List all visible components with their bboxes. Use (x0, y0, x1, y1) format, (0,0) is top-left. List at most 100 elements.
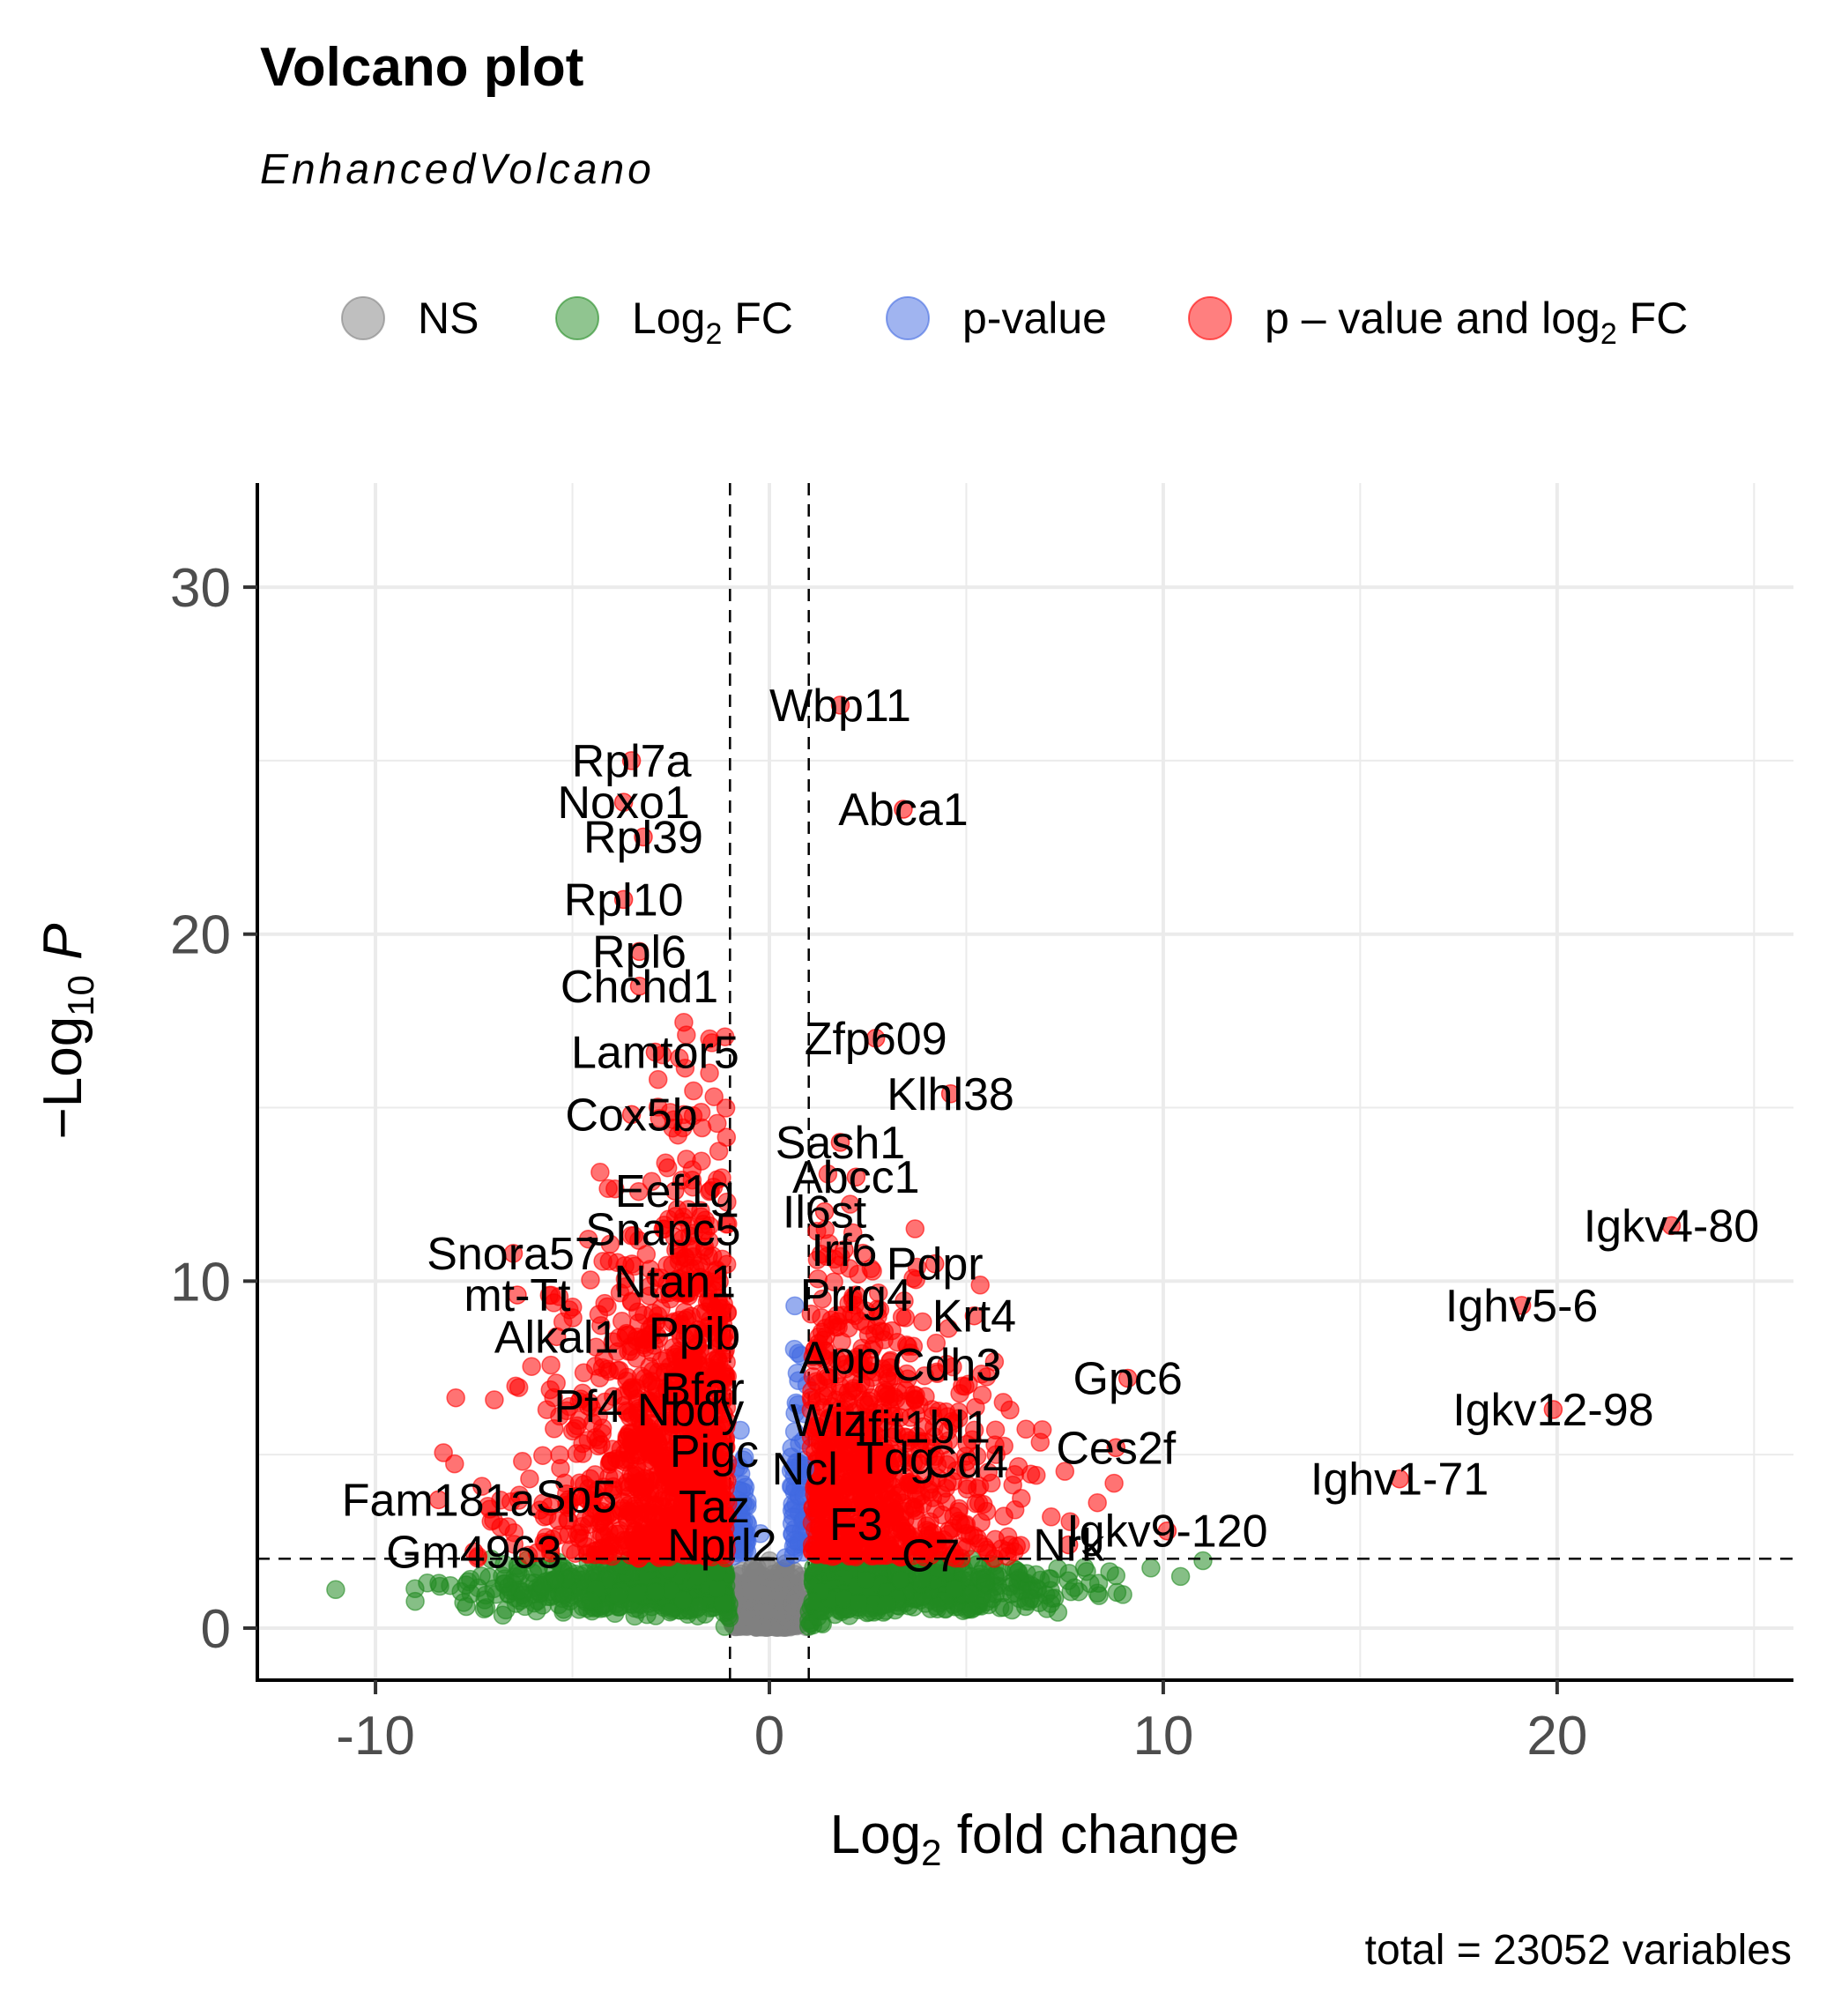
point-both (1027, 1465, 1046, 1485)
gene-label-App: App (799, 1333, 881, 1384)
point-fc (1141, 1558, 1161, 1578)
point-ns (753, 1618, 772, 1637)
point-fc (660, 1602, 679, 1622)
point-fc (1061, 1581, 1080, 1602)
point-fc (1001, 1584, 1021, 1604)
gene-label-Chchd1: Chchd1 (561, 962, 718, 1013)
gene-label-Prrg4: Prrg4 (800, 1270, 912, 1321)
point-fc (1026, 1565, 1046, 1585)
gene-label-Ces2f: Ces2f (1056, 1423, 1176, 1474)
point-both (653, 1498, 673, 1517)
point-ns (755, 1583, 775, 1603)
gene-label-Pigc: Pigc (670, 1426, 759, 1477)
gene-label-Krt4: Krt4 (932, 1291, 1016, 1343)
grid (257, 483, 1793, 1680)
point-fc (627, 1584, 647, 1603)
gene-label-Igkv4-80: Igkv4-80 (1584, 1201, 1759, 1252)
gene-label-C7: C7 (902, 1530, 960, 1581)
legend-label-p: p-value (962, 294, 1107, 343)
points-layer (326, 1012, 1213, 1637)
point-both (590, 1163, 610, 1182)
point-both (1005, 1500, 1025, 1520)
point-fc (911, 1569, 932, 1588)
point-fc (708, 1578, 728, 1598)
x-tick-label: 0 (754, 1706, 784, 1767)
point-ns (761, 1602, 780, 1622)
x-axis-label-rest: fold change (941, 1804, 1239, 1865)
point-ns (783, 1568, 802, 1588)
point-both (578, 1544, 598, 1565)
y-axis-label-sub: 10 (60, 975, 101, 1016)
point-both (1000, 1400, 1020, 1420)
point-fc (945, 1580, 964, 1599)
gene-label-Cdh3: Cdh3 (892, 1340, 1001, 1391)
point-both (998, 1541, 1017, 1561)
point-fc (877, 1595, 896, 1614)
point-fc (1008, 1563, 1028, 1582)
point-both (642, 1529, 661, 1550)
point-fc (454, 1593, 473, 1612)
point-fc (493, 1605, 513, 1625)
point-both (445, 1454, 464, 1474)
x-axis-label-sub: 2 (921, 1832, 941, 1873)
point-both (1016, 1419, 1036, 1439)
gene-label-Irf6: Irf6 (811, 1225, 877, 1276)
gene-label-Klhl38: Klhl38 (887, 1069, 1014, 1120)
point-both (976, 1540, 997, 1560)
gene-label-Igkv12-98: Igkv12-98 (1452, 1385, 1653, 1436)
point-both (913, 1312, 932, 1332)
point-fc (927, 1596, 947, 1617)
point-fc (1041, 1594, 1060, 1613)
point-fc (646, 1582, 665, 1602)
y-axis-label: −Log10 P (33, 924, 101, 1140)
y-tick-label: 0 (201, 1599, 231, 1660)
point-both (717, 1127, 737, 1147)
legend-key-ns (341, 296, 385, 340)
point-fc (803, 1592, 822, 1611)
legend-label-ns: NS (418, 294, 479, 343)
point-ns (782, 1592, 802, 1612)
point-fc (983, 1588, 1002, 1609)
point-fc (461, 1569, 480, 1589)
point-fc (1106, 1566, 1126, 1586)
point-fc (1107, 1582, 1127, 1603)
gene-label-Nprl2: Nprl2 (667, 1520, 776, 1571)
point-fc (429, 1573, 449, 1593)
gene-label-Gpc6: Gpc6 (1073, 1354, 1183, 1405)
point-fc (1077, 1561, 1096, 1581)
gene-label-Sp5: Sp5 (536, 1471, 618, 1522)
chart-title: Volcano plot (260, 37, 583, 98)
point-fc (498, 1577, 518, 1596)
gene-label-Lamtor5: Lamtor5 (571, 1028, 739, 1079)
point-both (591, 1527, 612, 1547)
point-both (964, 1526, 984, 1545)
x-axis-label: Log2 fold change (830, 1804, 1240, 1873)
chart-subtitle: EnhancedVolcano (260, 146, 655, 193)
y-axis-label-var: P (33, 924, 93, 960)
point-p (785, 1296, 805, 1316)
point-fc (474, 1599, 494, 1619)
point-both (634, 1434, 654, 1454)
gene-label-Zfp609: Zfp609 (805, 1014, 947, 1065)
gene-label-Ntan1: Ntan1 (613, 1256, 736, 1307)
caption: total = 23052 variables (1365, 1927, 1792, 1974)
gene-label-Rpl39: Rpl39 (583, 812, 703, 863)
point-both (509, 1378, 529, 1397)
gene-label-Tdg: Tdg (856, 1433, 935, 1484)
point-both (533, 1446, 553, 1465)
gene-label-Nrk: Nrk (1033, 1520, 1105, 1571)
point-both (513, 1452, 532, 1471)
y-axis-label-main: Log (33, 1016, 93, 1107)
gene-label-Pf4: Pf4 (553, 1381, 622, 1432)
gene-label-Wbp11: Wbp11 (769, 681, 911, 732)
gene-label-Snapc5: Snapc5 (585, 1204, 740, 1255)
gene-label-Alkal1: Alkal1 (494, 1312, 620, 1363)
point-fc (580, 1591, 600, 1611)
point-both (905, 1219, 925, 1239)
gene-label-F3: F3 (829, 1499, 883, 1551)
legend-label-fc: Log2 FC (632, 294, 793, 351)
x-tick-label: -10 (336, 1706, 415, 1767)
gene-label-Cd4: Cd4 (924, 1437, 1008, 1488)
gene-label-Ighv5-6: Ighv5-6 (1445, 1281, 1598, 1332)
